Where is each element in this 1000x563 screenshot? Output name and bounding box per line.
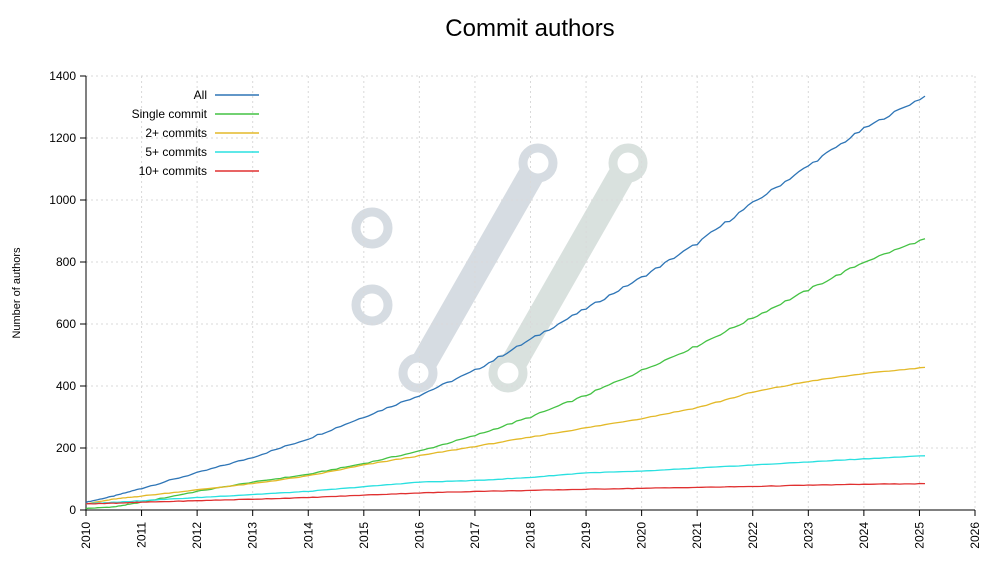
legend: All Single commit 2+ commits 5+ commits 10+ … xyxy=(132,88,259,178)
legend-label: All xyxy=(194,88,207,102)
x-tick-label: 2022 xyxy=(746,522,760,549)
x-tick-label: 2025 xyxy=(912,522,926,549)
legend-label: Single commit xyxy=(132,107,208,121)
grid xyxy=(85,75,976,511)
x-tick-labels: 2010 2011 2012 2013 2014 2015 2016 2017 2018 2019… xyxy=(79,522,982,549)
x-tick-label: 2016 xyxy=(412,522,426,549)
chart-title: Commit authors xyxy=(445,15,614,42)
series-lines xyxy=(85,95,926,510)
y-tick-label: 600 xyxy=(56,317,76,331)
x-tick-label: 2021 xyxy=(690,522,704,549)
y-tick-label: 200 xyxy=(56,441,76,455)
x-tick-label: 2026 xyxy=(968,522,982,549)
series-line-5-commits xyxy=(85,455,926,505)
x-tick-label: 2015 xyxy=(357,522,371,549)
x-tick-label: 2018 xyxy=(524,522,538,549)
x-tick-label: 2024 xyxy=(857,522,871,549)
git-logo-watermark-icon xyxy=(351,143,648,393)
legend-label: 10+ commits xyxy=(139,164,207,178)
y-tick-label: 400 xyxy=(56,379,76,393)
y-tick-label: 800 xyxy=(56,255,76,269)
y-tick-label: 0 xyxy=(69,503,76,517)
y-tick-label: 1400 xyxy=(49,69,76,83)
series-line-single-commit xyxy=(85,238,926,510)
x-tick-label: 2023 xyxy=(801,522,815,549)
legend-label: 2+ commits xyxy=(145,126,207,140)
x-tick-label: 2011 xyxy=(135,522,149,548)
series-line-2-commits xyxy=(85,366,926,505)
y-tick-labels: 0 200 400 600 800 1000 1200 1400 xyxy=(49,69,76,517)
y-axis-label: Number of authors xyxy=(11,247,23,339)
x-tick-label: 2014 xyxy=(301,522,315,549)
x-tick-label: 2013 xyxy=(246,522,260,549)
x-tick-label: 2020 xyxy=(635,522,649,549)
x-tick-label: 2019 xyxy=(579,522,593,549)
y-tick-label: 1200 xyxy=(49,131,76,145)
y-tick-label: 1000 xyxy=(49,193,76,207)
series-line-all xyxy=(85,95,926,504)
legend-label: 5+ commits xyxy=(145,145,207,159)
axes xyxy=(80,75,976,516)
series-line-10-commits xyxy=(85,482,926,505)
x-tick-label: 2017 xyxy=(468,522,482,549)
x-tick-label: 2010 xyxy=(79,522,93,549)
x-tick-label: 2012 xyxy=(190,522,204,549)
